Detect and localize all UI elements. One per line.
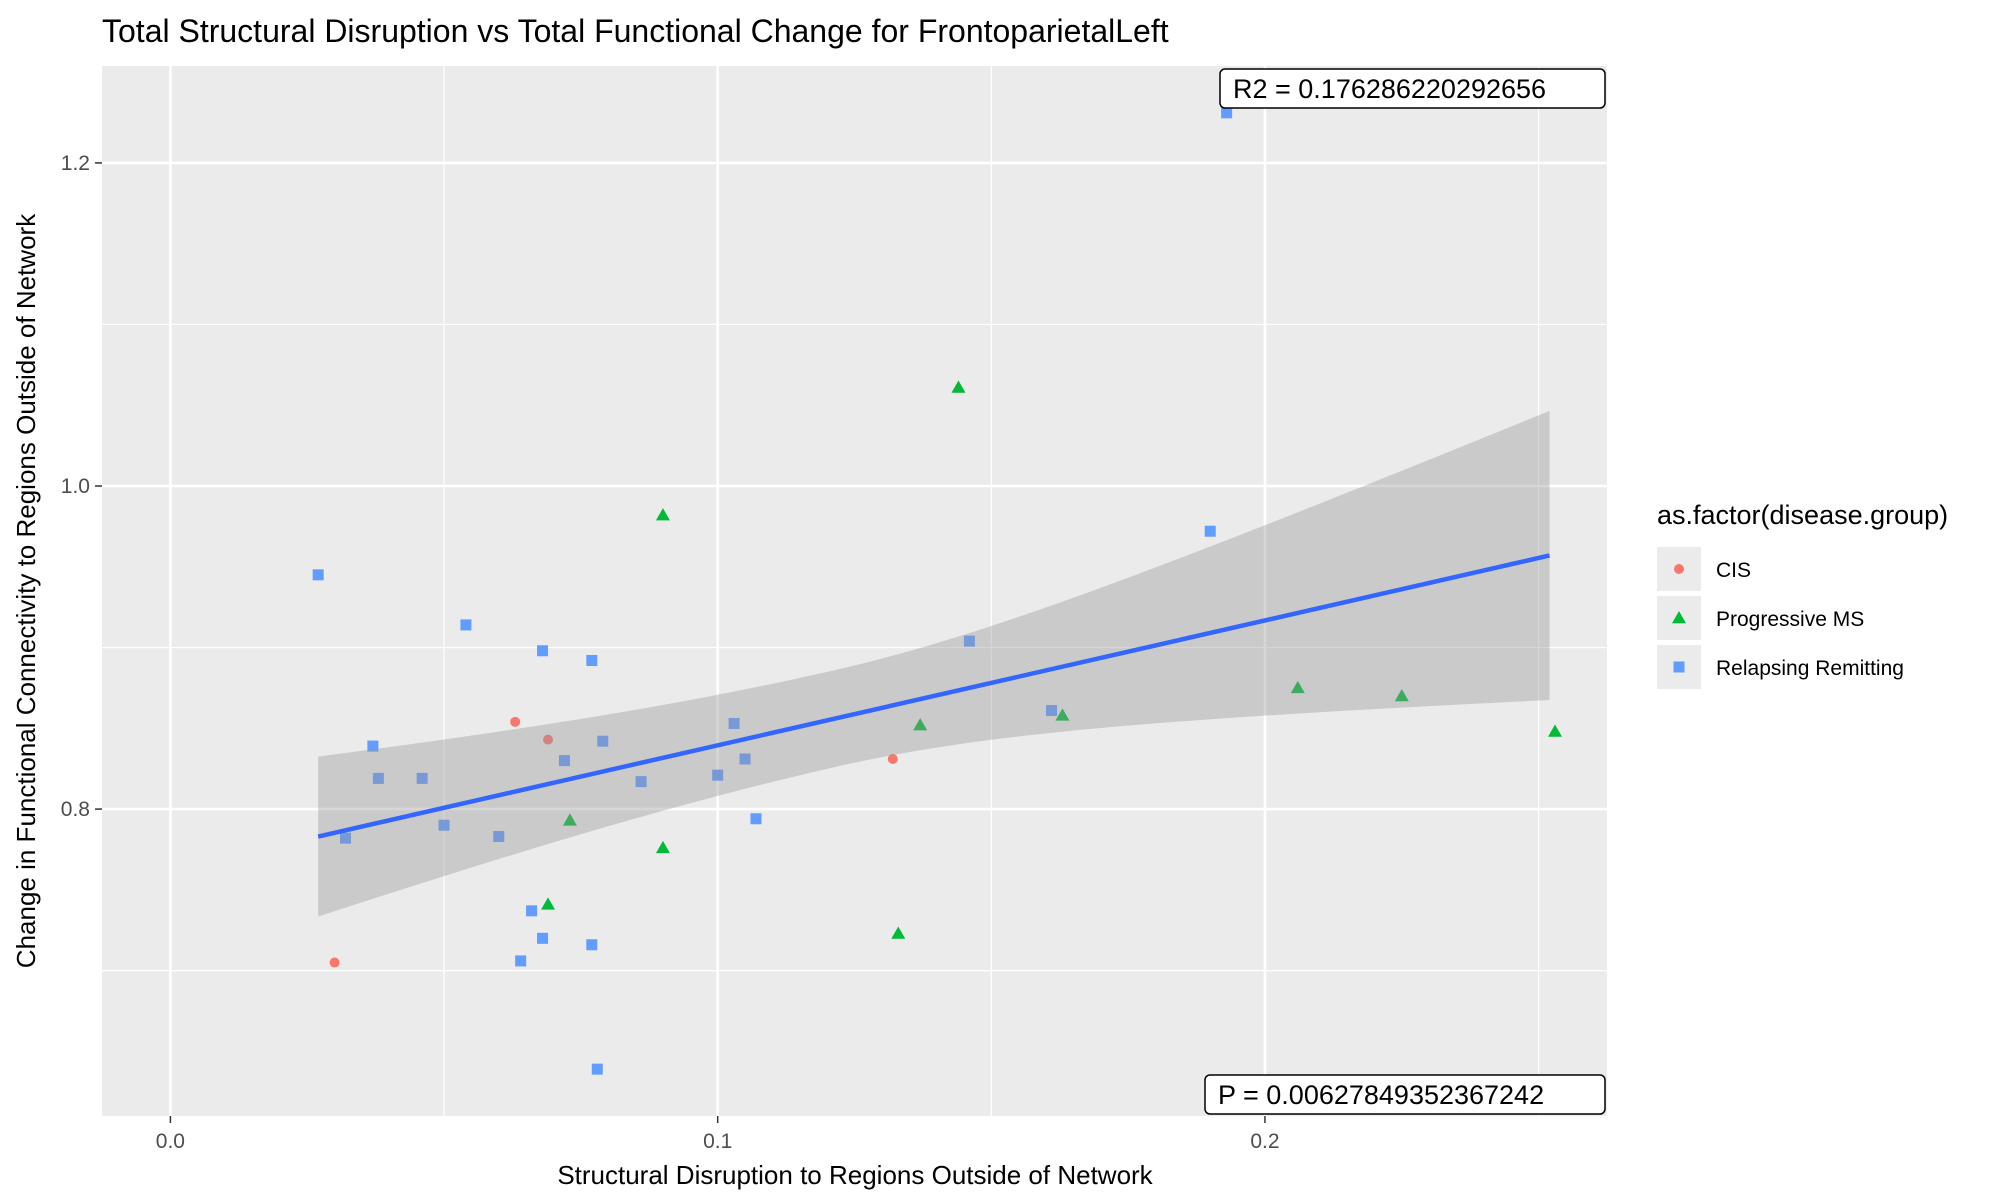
point-relapsing-remitting bbox=[1046, 705, 1058, 717]
chart-title: Total Structural Disruption vs Total Fun… bbox=[102, 13, 1169, 49]
x-tick-label: 0.1 bbox=[703, 1130, 732, 1153]
legend-marker-cis bbox=[1674, 564, 1684, 574]
point-relapsing-remitting bbox=[558, 755, 570, 767]
confidence-band bbox=[318, 410, 1550, 917]
point-relapsing-remitting bbox=[963, 635, 975, 647]
point-progressive-ms bbox=[541, 897, 556, 910]
r2-label-box bbox=[1219, 68, 1606, 109]
point-cis bbox=[510, 716, 521, 727]
point-relapsing-remitting bbox=[591, 1063, 603, 1075]
p-label: P = 0.00627849352367242 bbox=[1218, 1080, 1544, 1110]
point-progressive-ms bbox=[951, 380, 966, 393]
point-cis bbox=[543, 734, 554, 745]
point-progressive-ms bbox=[562, 813, 577, 826]
point-cis bbox=[887, 754, 898, 764]
point-relapsing-remitting bbox=[750, 813, 762, 825]
minor-gridlines bbox=[102, 66, 1607, 1116]
point-cis bbox=[329, 957, 340, 968]
point-relapsing-remitting bbox=[515, 955, 527, 967]
point-progressive-ms bbox=[913, 718, 928, 731]
plot-panel bbox=[102, 66, 1607, 1116]
point-relapsing-remitting bbox=[493, 831, 505, 843]
point-progressive-ms bbox=[655, 508, 670, 521]
r2-annotation: R2 = 0.176286220292656 bbox=[1219, 68, 1606, 109]
legend-label-relapsing-remitting: Relapsing Remitting bbox=[1716, 657, 1904, 680]
legend-marker-relapsing-remitting bbox=[1673, 661, 1685, 673]
point-relapsing-remitting bbox=[312, 569, 324, 581]
point-progressive-ms bbox=[1394, 689, 1409, 702]
legend: CIS Progressive MS Relapsing Remitting bbox=[1657, 547, 1904, 689]
point-relapsing-remitting bbox=[526, 905, 538, 917]
point-relapsing-remitting bbox=[635, 776, 647, 788]
major-gridlines bbox=[102, 66, 1607, 1116]
regression-line bbox=[317, 553, 1551, 839]
x-tick-label: 0.0 bbox=[156, 1130, 185, 1153]
point-relapsing-remitting bbox=[460, 619, 472, 631]
point-relapsing-remitting bbox=[586, 654, 598, 666]
point-relapsing-remitting bbox=[728, 717, 740, 729]
point-progressive-ms bbox=[655, 840, 670, 854]
point-relapsing-remitting bbox=[712, 769, 724, 781]
y-axis-ticks: 0.8 1.0 1.2 bbox=[61, 152, 102, 821]
point-relapsing-remitting bbox=[340, 832, 352, 844]
r2-label: R2 = 0.176286220292656 bbox=[1233, 74, 1546, 104]
x-axis-title: Structural Disruption to Regions Outside… bbox=[557, 1160, 1153, 1190]
y-axis-title: Change in Functional Connectivity to Reg… bbox=[11, 213, 41, 968]
point-relapsing-remitting bbox=[739, 753, 751, 765]
point-relapsing-remitting bbox=[438, 819, 450, 831]
x-axis-ticks: 0.0 0.1 0.2 bbox=[156, 1116, 1280, 1153]
legend-marker-progressive-ms bbox=[1672, 611, 1686, 624]
point-relapsing-remitting bbox=[416, 772, 428, 784]
y-tick-label: 1.2 bbox=[61, 152, 90, 175]
point-progressive-ms bbox=[1548, 724, 1563, 737]
point-relapsing-remitting bbox=[586, 939, 598, 951]
point-progressive-ms bbox=[1055, 708, 1070, 721]
legend-label-cis: CIS bbox=[1716, 559, 1751, 582]
point-relapsing-remitting bbox=[1204, 525, 1216, 537]
point-progressive-ms bbox=[891, 926, 906, 939]
y-tick-label: 1.0 bbox=[61, 475, 90, 498]
p-annotation: P = 0.00627849352367242 bbox=[1204, 1074, 1606, 1115]
point-progressive-ms bbox=[1290, 680, 1305, 694]
point-relapsing-remitting bbox=[367, 740, 379, 752]
point-relapsing-remitting bbox=[537, 645, 549, 657]
y-tick-label: 0.8 bbox=[61, 798, 90, 821]
data-points bbox=[312, 107, 1563, 1075]
legend-label-progressive-ms: Progressive MS bbox=[1716, 608, 1864, 631]
point-relapsing-remitting bbox=[1221, 107, 1233, 119]
point-relapsing-remitting bbox=[372, 772, 384, 784]
regression-line-path bbox=[317, 553, 1551, 839]
x-tick-label: 0.2 bbox=[1250, 1130, 1279, 1153]
p-label-box bbox=[1204, 1074, 1606, 1115]
legend-title: as.factor(disease.group) bbox=[1657, 500, 1948, 530]
point-relapsing-remitting bbox=[597, 735, 609, 747]
confidence-band-area bbox=[318, 410, 1550, 917]
point-relapsing-remitting bbox=[537, 932, 549, 944]
